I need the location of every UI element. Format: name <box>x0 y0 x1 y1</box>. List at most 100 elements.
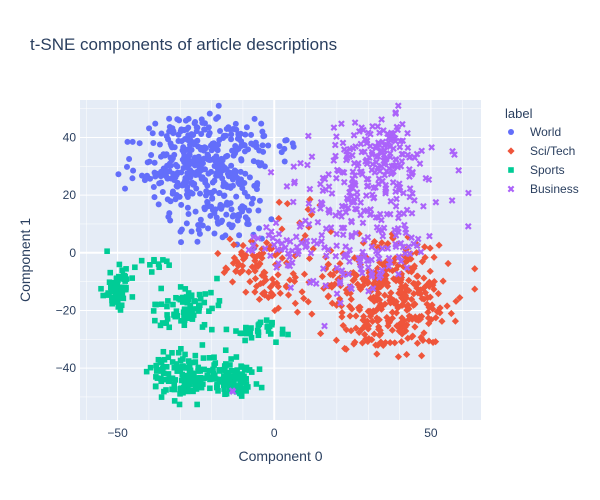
data-point <box>358 269 366 277</box>
data-point <box>286 253 294 261</box>
data-point <box>382 155 390 163</box>
data-point <box>206 129 213 136</box>
data-point <box>335 167 343 175</box>
data-point <box>206 367 213 374</box>
data-point <box>401 323 409 331</box>
legend-label: Sports <box>530 163 565 177</box>
data-point <box>167 217 174 224</box>
data-point <box>365 154 373 161</box>
data-point <box>432 198 440 206</box>
data-point <box>255 295 264 303</box>
legend-label: World <box>530 125 561 139</box>
data-point <box>151 159 158 166</box>
data-point <box>178 201 185 208</box>
data-point <box>180 364 186 370</box>
data-point <box>185 297 192 303</box>
data-point <box>132 264 138 271</box>
data-point <box>403 350 411 359</box>
data-point <box>233 328 239 334</box>
data-point <box>183 220 190 227</box>
data-point <box>233 354 240 360</box>
data-point <box>322 252 330 260</box>
data-point <box>275 198 283 206</box>
legend-item-sci-tech[interactable]: Sci/Tech <box>507 144 575 158</box>
data-point <box>275 230 283 238</box>
data-point <box>451 151 458 159</box>
data-point <box>418 352 426 360</box>
data-point <box>232 369 239 375</box>
data-point <box>305 223 313 231</box>
data-point <box>451 317 460 325</box>
data-point <box>456 294 464 302</box>
data-point <box>310 237 318 245</box>
data-point <box>201 299 208 306</box>
data-point <box>223 326 230 333</box>
data-point <box>436 304 444 312</box>
data-point <box>158 359 165 366</box>
legend[interactable]: label World Sci/Tech Sports Business <box>505 106 579 196</box>
data-point <box>414 289 422 297</box>
data-point <box>392 202 400 210</box>
data-point <box>175 349 182 356</box>
tick-labels: −50 0 50 −40 −20 0 20 40 <box>56 130 438 440</box>
data-point <box>304 298 312 306</box>
legend-item-business[interactable]: Business <box>507 182 579 196</box>
data-point <box>268 275 277 283</box>
data-point <box>197 216 204 223</box>
data-point <box>261 132 268 139</box>
y-tick-label: −40 <box>56 361 77 375</box>
data-point <box>344 251 351 259</box>
data-point <box>179 299 186 305</box>
data-point <box>114 294 120 300</box>
data-point <box>338 202 346 210</box>
data-point <box>374 123 382 130</box>
data-point <box>438 317 446 325</box>
data-point <box>199 324 206 330</box>
data-point <box>158 394 165 400</box>
data-point <box>368 336 376 344</box>
legend-marker <box>508 129 514 135</box>
data-point <box>359 275 367 283</box>
data-point <box>228 136 235 143</box>
legend-label: Sci/Tech <box>530 144 575 158</box>
data-point <box>245 268 253 276</box>
data-point <box>385 254 393 262</box>
data-point <box>174 116 181 123</box>
legend-item-sports[interactable]: Sports <box>508 163 565 177</box>
data-point <box>348 233 355 241</box>
data-point <box>376 210 384 218</box>
legend-item-world[interactable]: World <box>508 125 561 139</box>
data-point <box>200 355 207 361</box>
data-point <box>239 208 246 215</box>
x-tick-label: −50 <box>107 426 128 440</box>
data-point <box>398 150 406 158</box>
data-point <box>267 168 275 176</box>
data-point <box>263 317 270 323</box>
data-point <box>243 388 249 394</box>
data-point <box>157 173 164 180</box>
data-point <box>353 193 361 201</box>
data-point <box>362 335 370 343</box>
data-point <box>196 291 203 298</box>
data-point <box>136 140 143 147</box>
data-point <box>330 157 338 164</box>
data-point <box>318 272 326 281</box>
data-point <box>214 249 222 258</box>
data-point <box>123 266 129 272</box>
data-point <box>222 232 229 239</box>
data-point <box>243 124 250 131</box>
data-point <box>388 314 397 322</box>
data-point <box>401 283 409 292</box>
data-point <box>377 283 385 291</box>
data-point <box>247 237 255 245</box>
data-point <box>255 207 262 214</box>
data-point <box>245 384 251 390</box>
data-point <box>367 206 374 213</box>
data-point <box>261 163 268 170</box>
data-point <box>228 278 237 286</box>
data-point <box>235 260 243 269</box>
data-point <box>209 179 216 186</box>
data-point <box>318 231 326 239</box>
data-point <box>223 211 230 218</box>
